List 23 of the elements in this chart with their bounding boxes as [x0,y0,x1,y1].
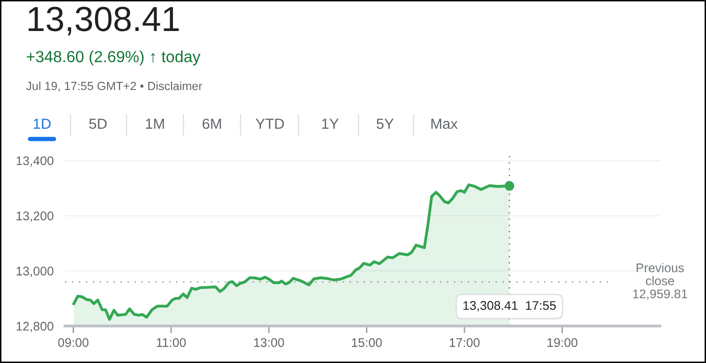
text: YTD [256,118,284,129]
text: 1D [34,118,51,129]
y-tick-label: 13,200 [16,211,54,222]
text: 6M [202,118,221,129]
text: 1Y [322,118,339,129]
ref-line-label: Previous close 12,959.81 [633,263,688,300]
y-tick-label: 13,400 [16,156,54,167]
text: 5D [89,118,107,129]
text: 5Y [376,118,394,129]
chart-subtitle: +348.60 (2.69%) ↑ today [26,50,200,66]
x-tick-label: 11:00 [156,338,186,347]
text: 1M [146,118,164,129]
text: Jul 19, 17:55 GMT+2 • Disclaimer [26,82,202,92]
chart-title: 13,308.41 [28,6,179,36]
x-tick-label: 19:00 [548,338,578,347]
x-tick-label: 13:00 [254,338,284,347]
y-tick-label: 12,800 [16,322,54,332]
x-tick-label: 17:00 [450,338,480,347]
x-tick-label: 09:00 [58,338,88,347]
x-tick-label: 15:00 [352,338,382,347]
y-tick-label: 13,000 [16,266,54,277]
text: Max [431,118,458,129]
annotation: 13,308.41 17:55 [463,301,556,312]
